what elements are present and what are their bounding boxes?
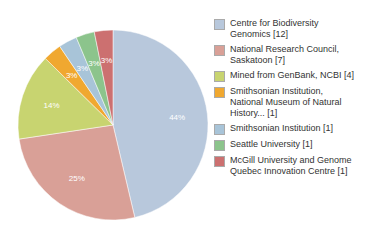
html-text:Centre for Biodiversity Genomi: Centre for Biodiversity Genomics [12] bbox=[230, 18, 319, 39]
svg-text:3%: 3% bbox=[88, 59, 100, 68]
svg-text:25%: 25% bbox=[69, 174, 85, 183]
html-text:Mined from GenBank, NCBI [4]: Mined from GenBank, NCBI [4] bbox=[230, 70, 355, 80]
svg-text:3%: 3% bbox=[65, 70, 78, 80]
svg-text:14%: 14% bbox=[44, 101, 60, 110]
svg-text:44%: 44% bbox=[169, 113, 185, 122]
svg-text:3%: 3% bbox=[101, 56, 113, 65]
html-text:Smithsonian Institution [1]: Smithsonian Institution [1] bbox=[230, 123, 334, 133]
svg-text:3%: 3% bbox=[76, 64, 88, 73]
html-text:McGill University and Genome Q: McGill University and Genome Quebec Inno… bbox=[230, 155, 352, 176]
html-text:National Research Council, Sas: National Research Council, Saskatoon [7] bbox=[230, 44, 340, 65]
html-text:Seattle University [1]: Seattle University [1] bbox=[230, 139, 313, 149]
html-text:Smithsonian Institution, Natio: Smithsonian Institution, National Museum… bbox=[230, 86, 342, 118]
